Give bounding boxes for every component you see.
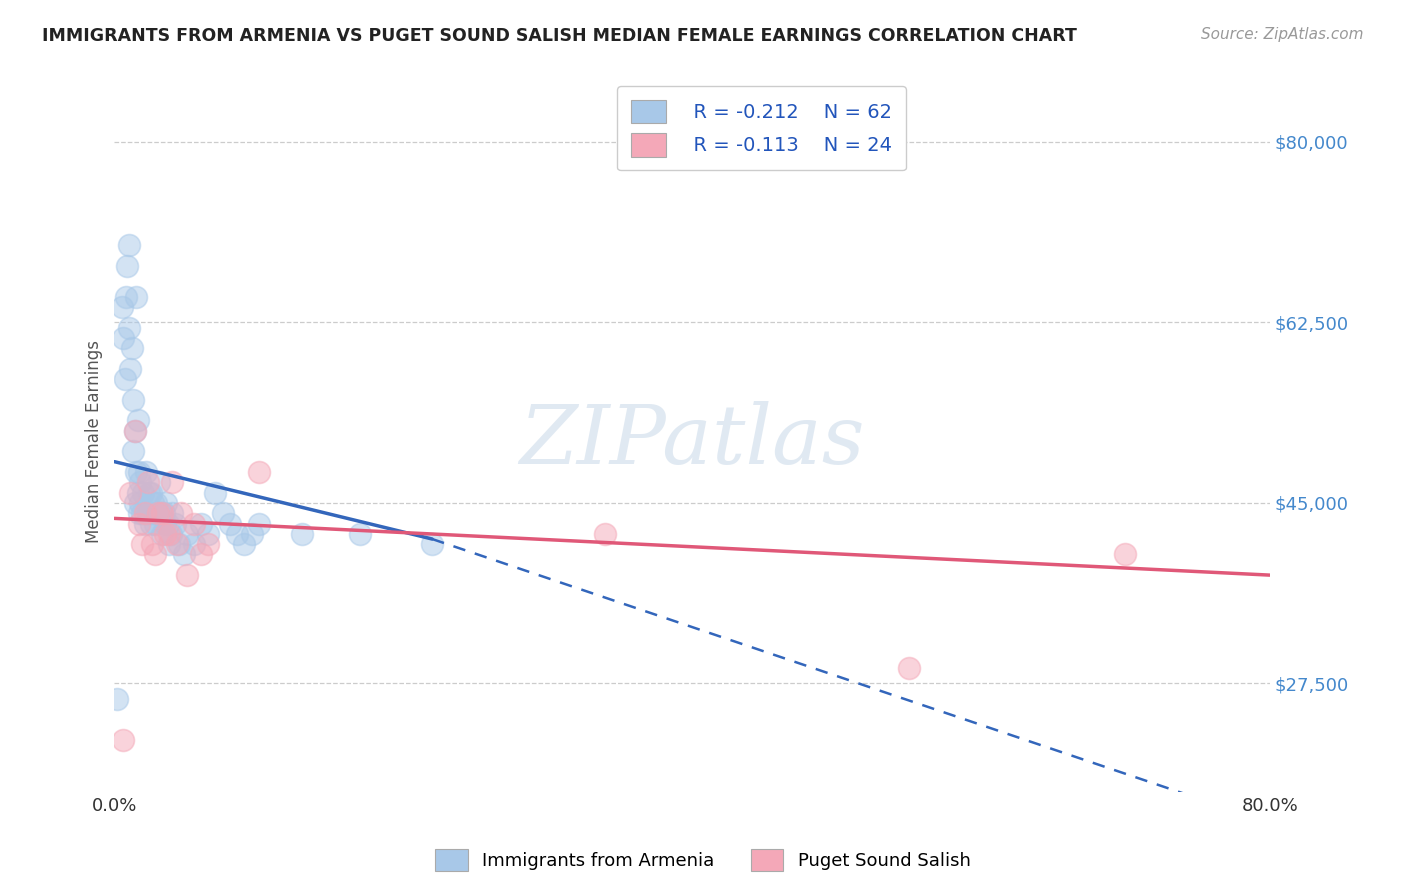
Point	[176, 568, 198, 582]
Point	[160, 506, 183, 520]
Point	[136, 475, 159, 490]
Point	[115, 290, 138, 304]
Point	[128, 506, 150, 520]
Point	[128, 516, 150, 531]
Point	[124, 424, 146, 438]
Point	[183, 537, 205, 551]
Point	[120, 485, 142, 500]
Text: IMMIGRANTS FROM ARMENIA VS PUGET SOUND SALISH MEDIAN FEMALE EARNINGS CORRELATION: IMMIGRANTS FROM ARMENIA VS PUGET SOUND S…	[42, 27, 1077, 45]
Point	[157, 526, 180, 541]
Point	[138, 485, 160, 500]
Point	[197, 537, 219, 551]
Point	[124, 496, 146, 510]
Point	[183, 516, 205, 531]
Point	[153, 526, 176, 541]
Point	[111, 300, 134, 314]
Point	[143, 516, 166, 531]
Point	[128, 465, 150, 479]
Point	[146, 506, 169, 520]
Text: ZIPatlas: ZIPatlas	[519, 401, 865, 481]
Point	[211, 506, 233, 520]
Point	[134, 516, 156, 531]
Point	[190, 548, 212, 562]
Point	[291, 526, 314, 541]
Point	[143, 548, 166, 562]
Point	[125, 290, 148, 304]
Point	[166, 537, 188, 551]
Point	[170, 506, 193, 520]
Point	[159, 526, 181, 541]
Point	[420, 537, 443, 551]
Point	[153, 516, 176, 531]
Point	[118, 238, 141, 252]
Point	[112, 733, 135, 747]
Point	[152, 506, 174, 520]
Point	[156, 516, 179, 531]
Point	[226, 526, 249, 541]
Point	[120, 361, 142, 376]
Point	[145, 496, 167, 510]
Point	[219, 516, 242, 531]
Point	[247, 516, 270, 531]
Point	[127, 413, 149, 427]
Point	[595, 526, 617, 541]
Point	[233, 537, 256, 551]
Text: Source: ZipAtlas.com: Source: ZipAtlas.com	[1201, 27, 1364, 42]
Point	[204, 485, 226, 500]
Point	[169, 537, 191, 551]
Point	[176, 526, 198, 541]
Point	[122, 444, 145, 458]
Point	[160, 475, 183, 490]
Point	[131, 506, 153, 520]
Point	[247, 465, 270, 479]
Point	[157, 537, 180, 551]
Point	[190, 516, 212, 531]
Point	[124, 424, 146, 438]
Point	[134, 506, 156, 520]
Point	[117, 259, 139, 273]
Point	[155, 496, 177, 510]
Point	[129, 475, 152, 490]
Point	[132, 485, 155, 500]
Point	[122, 392, 145, 407]
Point	[112, 331, 135, 345]
Point	[127, 485, 149, 500]
Point	[121, 341, 143, 355]
Point	[142, 496, 165, 510]
Point	[1114, 548, 1136, 562]
Y-axis label: Median Female Earnings: Median Female Earnings	[86, 340, 103, 542]
Point	[165, 516, 187, 531]
Point	[139, 516, 162, 531]
Point	[136, 506, 159, 520]
Point	[141, 537, 163, 551]
Point	[149, 506, 172, 520]
Point	[148, 475, 170, 490]
Point	[897, 661, 920, 675]
Point	[114, 372, 136, 386]
Legend:   R = -0.212    N = 62,   R = -0.113    N = 24: R = -0.212 N = 62, R = -0.113 N = 24	[617, 86, 905, 170]
Point	[141, 506, 163, 520]
Point	[349, 526, 371, 541]
Point	[146, 506, 169, 520]
Legend: Immigrants from Armenia, Puget Sound Salish: Immigrants from Armenia, Puget Sound Sal…	[429, 842, 977, 879]
Point	[197, 526, 219, 541]
Point	[240, 526, 263, 541]
Point	[150, 506, 173, 520]
Point	[150, 526, 173, 541]
Point	[125, 465, 148, 479]
Point	[135, 465, 157, 479]
Point	[131, 537, 153, 551]
Point	[118, 320, 141, 334]
Point	[105, 691, 128, 706]
Point	[129, 496, 152, 510]
Point	[139, 485, 162, 500]
Point	[173, 548, 195, 562]
